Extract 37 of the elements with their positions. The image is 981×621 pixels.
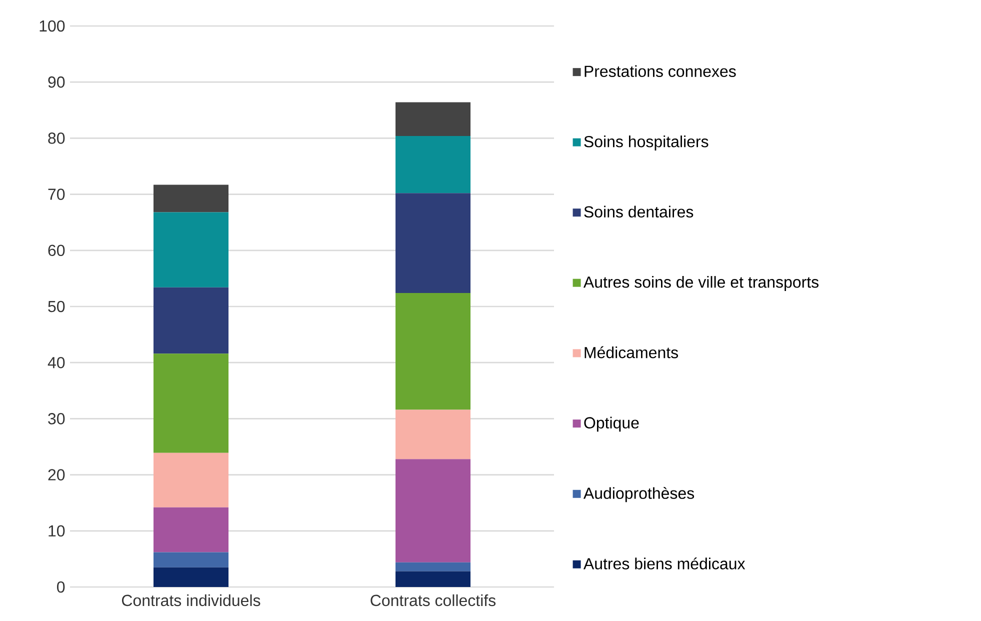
legend-label: Autres biens médicaux bbox=[583, 557, 746, 570]
legend-label: Autres soins de ville et transports bbox=[583, 276, 819, 291]
y-tick-label: 0 bbox=[57, 581, 65, 593]
y-tick-label: 100 bbox=[40, 20, 65, 32]
legend-label: Prestations connexes bbox=[584, 65, 736, 77]
bar bbox=[396, 562, 471, 572]
y-tick-label: 80 bbox=[48, 132, 65, 144]
bar bbox=[396, 102, 471, 136]
y-tick-label: 70 bbox=[48, 188, 65, 200]
bar bbox=[154, 184, 228, 212]
bar bbox=[154, 287, 228, 354]
y-tick-label: 40 bbox=[48, 356, 65, 368]
y-tick-label: 30 bbox=[48, 413, 65, 424]
y-tick-label: 90 bbox=[48, 76, 65, 88]
x-tick-label: Contrats individuels bbox=[122, 594, 260, 606]
legend-label: Audioprothèses bbox=[583, 487, 694, 502]
bar bbox=[154, 354, 228, 453]
legend-label: Soins hospitaliers bbox=[584, 136, 708, 150]
bar bbox=[396, 136, 471, 194]
bar bbox=[396, 193, 471, 294]
bar bbox=[396, 459, 471, 562]
bar bbox=[154, 552, 228, 568]
bar bbox=[396, 410, 471, 460]
x-tick-label: Contrats collectifs bbox=[370, 594, 496, 606]
y-tick-label: 60 bbox=[48, 244, 65, 256]
bar bbox=[154, 567, 228, 587]
legend-label: Soins dentaires bbox=[584, 206, 694, 218]
bar bbox=[396, 571, 471, 587]
y-tick-label: 10 bbox=[48, 525, 65, 537]
bar bbox=[154, 452, 228, 508]
y-tick-label: 20 bbox=[48, 469, 65, 480]
y-tick-label: 50 bbox=[48, 300, 65, 312]
bar bbox=[396, 293, 471, 410]
legend-label: Médicaments bbox=[584, 346, 678, 358]
legend-label: Optique bbox=[584, 416, 639, 432]
bar bbox=[154, 212, 228, 288]
bar bbox=[154, 507, 228, 552]
